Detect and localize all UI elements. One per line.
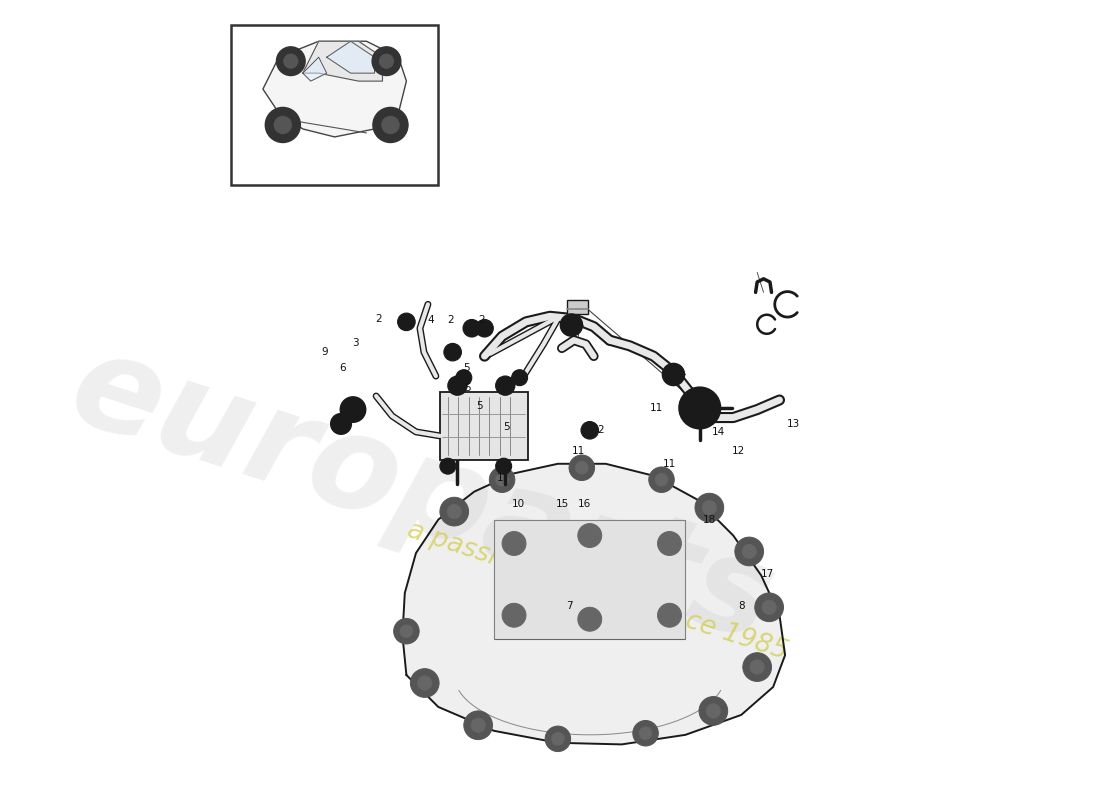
Circle shape: [649, 467, 674, 493]
Text: 13: 13: [788, 419, 801, 429]
Text: 2: 2: [448, 315, 454, 326]
Circle shape: [639, 727, 652, 740]
Circle shape: [331, 414, 351, 434]
Circle shape: [578, 523, 602, 547]
Circle shape: [656, 474, 668, 486]
Circle shape: [742, 544, 757, 558]
Circle shape: [447, 505, 461, 518]
Circle shape: [496, 376, 515, 395]
Text: 10: 10: [512, 498, 525, 509]
Circle shape: [463, 319, 481, 337]
Polygon shape: [302, 57, 327, 81]
Text: 17: 17: [761, 569, 774, 578]
Circle shape: [578, 607, 602, 631]
Circle shape: [418, 676, 432, 690]
FancyBboxPatch shape: [440, 392, 528, 460]
Text: 3: 3: [352, 338, 359, 347]
Text: 18: 18: [703, 514, 716, 525]
Text: 5: 5: [464, 383, 471, 393]
Circle shape: [560, 314, 583, 336]
Circle shape: [440, 458, 455, 474]
Text: 14: 14: [712, 427, 725, 437]
Circle shape: [397, 313, 415, 330]
Circle shape: [706, 704, 721, 718]
FancyBboxPatch shape: [568, 299, 588, 314]
Circle shape: [502, 603, 526, 627]
Circle shape: [679, 387, 721, 429]
Circle shape: [698, 697, 728, 726]
Circle shape: [662, 363, 684, 386]
Polygon shape: [302, 42, 383, 81]
Circle shape: [512, 370, 528, 386]
Circle shape: [382, 116, 399, 134]
Circle shape: [496, 474, 508, 486]
Text: 12: 12: [732, 446, 745, 456]
Circle shape: [762, 600, 777, 614]
Circle shape: [490, 467, 515, 493]
FancyBboxPatch shape: [231, 26, 438, 185]
Text: 4: 4: [427, 315, 433, 326]
Polygon shape: [403, 464, 785, 744]
Circle shape: [379, 54, 394, 68]
Circle shape: [340, 397, 365, 422]
Text: 5: 5: [476, 402, 483, 411]
Circle shape: [658, 603, 681, 627]
Text: 11: 11: [663, 458, 676, 469]
Polygon shape: [263, 42, 406, 137]
Polygon shape: [327, 42, 374, 73]
Circle shape: [274, 116, 292, 134]
Circle shape: [735, 537, 763, 566]
Circle shape: [502, 531, 526, 555]
Circle shape: [464, 711, 493, 740]
Text: 1: 1: [497, 473, 504, 483]
Text: 8: 8: [738, 601, 745, 610]
Circle shape: [284, 54, 298, 68]
Circle shape: [575, 462, 589, 474]
Text: 5: 5: [503, 422, 509, 432]
Text: a passion for parts since 1985: a passion for parts since 1985: [405, 518, 791, 666]
Circle shape: [755, 593, 783, 622]
Circle shape: [276, 47, 305, 75]
Text: 9: 9: [321, 347, 328, 357]
Circle shape: [658, 531, 681, 555]
Circle shape: [471, 718, 485, 733]
Circle shape: [551, 733, 564, 745]
Text: 5: 5: [463, 363, 470, 373]
Circle shape: [448, 376, 468, 395]
Text: 15: 15: [556, 498, 570, 509]
Circle shape: [496, 458, 512, 474]
Circle shape: [750, 660, 764, 674]
Circle shape: [690, 398, 711, 418]
FancyBboxPatch shape: [494, 519, 685, 639]
Circle shape: [476, 319, 493, 337]
Circle shape: [410, 669, 439, 698]
Circle shape: [569, 455, 595, 481]
Text: 2: 2: [478, 315, 485, 326]
Circle shape: [444, 343, 461, 361]
Circle shape: [455, 370, 472, 386]
Circle shape: [546, 726, 571, 751]
Circle shape: [742, 653, 771, 682]
Text: 2: 2: [375, 314, 382, 324]
Circle shape: [373, 107, 408, 142]
Circle shape: [695, 494, 724, 522]
Circle shape: [394, 618, 419, 644]
Circle shape: [632, 721, 658, 746]
Text: 11: 11: [572, 446, 585, 456]
Circle shape: [440, 498, 469, 526]
Circle shape: [681, 398, 703, 421]
Circle shape: [400, 625, 412, 638]
Text: 6: 6: [339, 363, 345, 373]
Circle shape: [581, 422, 598, 439]
Text: 16: 16: [578, 498, 591, 509]
Circle shape: [372, 47, 400, 75]
Text: europarts: europarts: [56, 322, 789, 669]
Text: 11: 11: [650, 403, 663, 413]
Circle shape: [265, 107, 300, 142]
Circle shape: [702, 501, 716, 515]
Text: 7: 7: [566, 601, 573, 610]
Text: 2: 2: [597, 426, 604, 435]
